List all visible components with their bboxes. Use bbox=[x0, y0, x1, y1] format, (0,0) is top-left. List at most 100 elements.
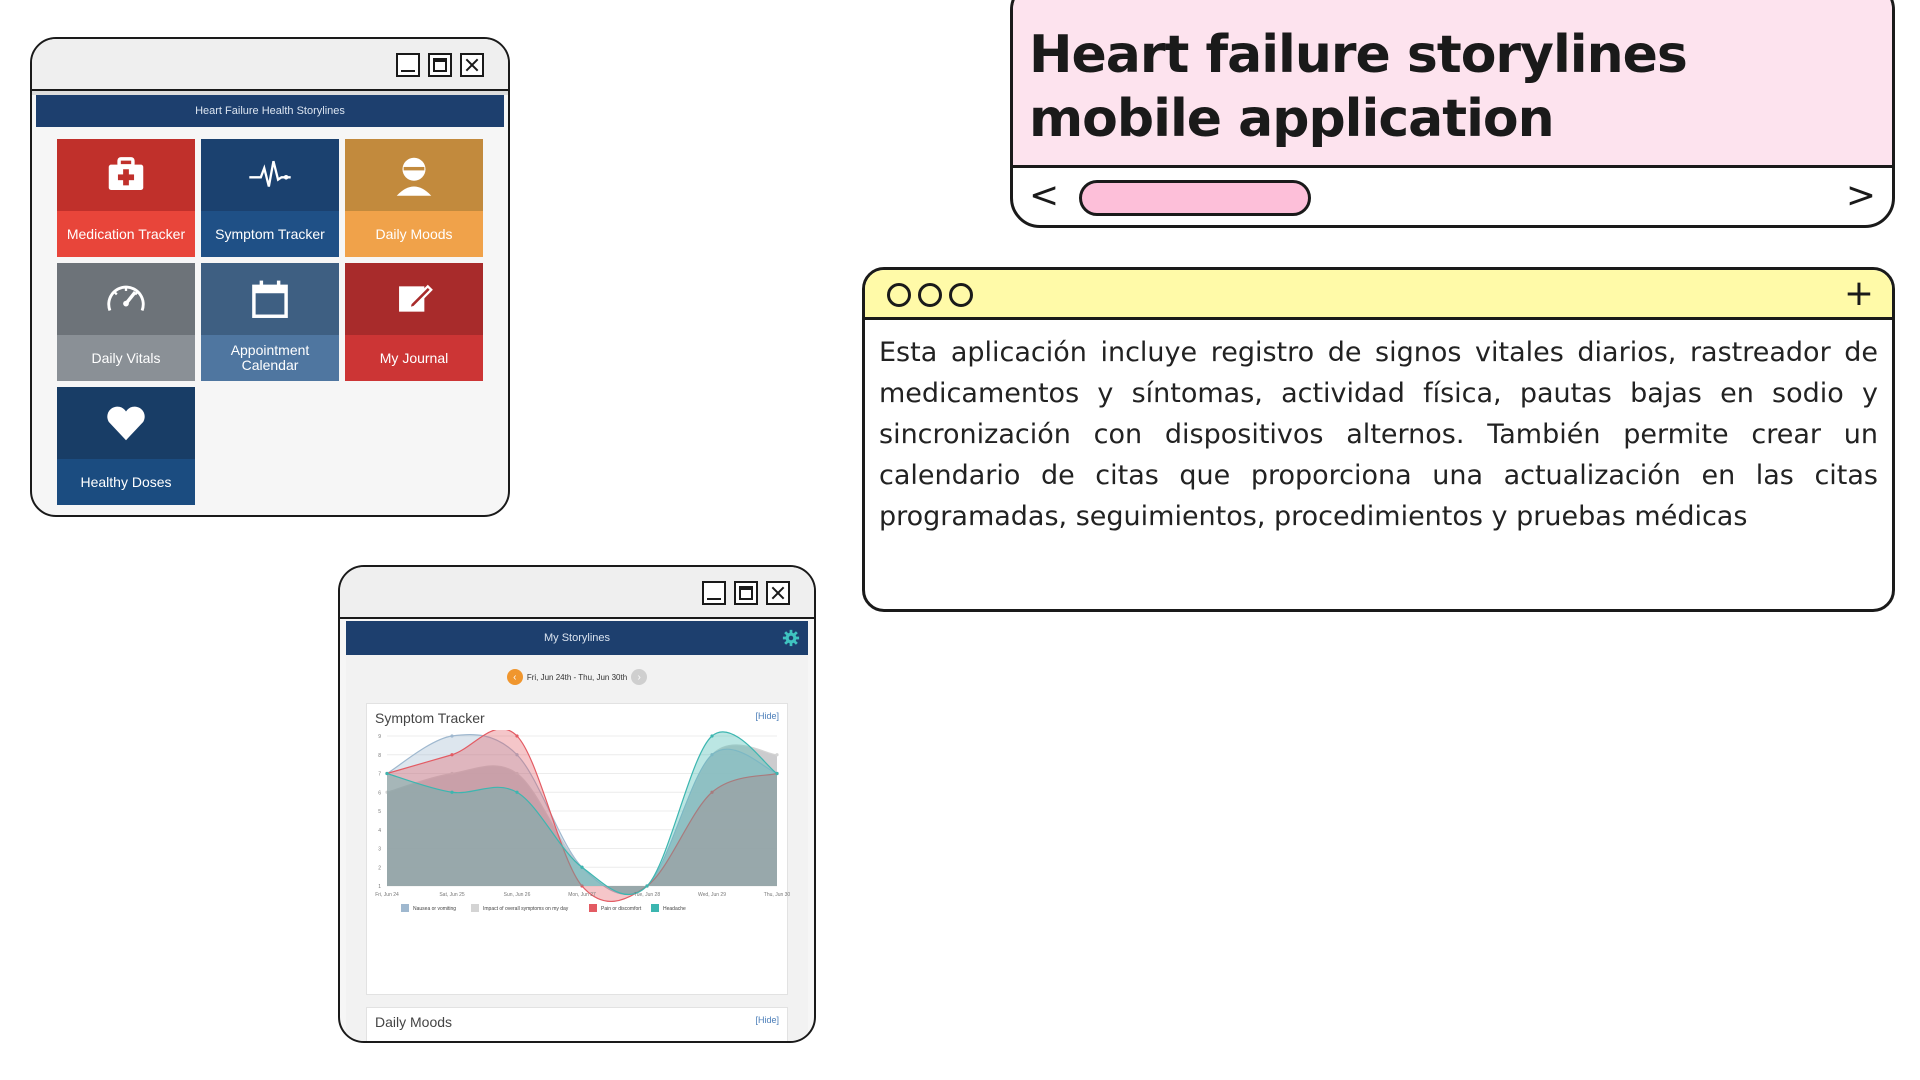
data-point bbox=[710, 790, 714, 794]
data-point bbox=[515, 753, 519, 757]
legend-swatch bbox=[401, 904, 409, 912]
tile-label: Symptom Tracker bbox=[201, 211, 339, 257]
series-area-2 bbox=[387, 730, 777, 902]
tile-my-journal[interactable]: My Journal bbox=[345, 263, 483, 381]
edit-icon bbox=[345, 263, 483, 335]
tile-appointment-calendar[interactable]: Appointment Calendar bbox=[201, 263, 339, 381]
tile-healthy-doses[interactable]: Healthy Doses bbox=[57, 387, 195, 505]
back-arrow-icon[interactable]: < bbox=[1029, 175, 1060, 216]
legend-swatch bbox=[471, 904, 479, 912]
window-titlebar: + bbox=[865, 270, 1892, 320]
storylines-header: My Storylines bbox=[346, 621, 808, 655]
data-point bbox=[450, 734, 454, 738]
close-button[interactable] bbox=[460, 53, 484, 77]
storylines-screen: My Storylines ‹ Fri, Jun 24th - Thu, Jun… bbox=[346, 621, 808, 1041]
y-tick-label: 6 bbox=[378, 790, 381, 796]
data-point bbox=[775, 753, 779, 757]
data-point bbox=[515, 771, 519, 776]
y-tick-label: 7 bbox=[378, 772, 381, 778]
title-area: Heart failure storylines mobile applicat… bbox=[1013, 0, 1892, 168]
storylines-title: My Storylines bbox=[543, 632, 611, 644]
y-tick-label: 5 bbox=[378, 809, 381, 815]
window-titlebar bbox=[32, 39, 508, 91]
person-icon bbox=[345, 139, 483, 211]
gauge-icon bbox=[57, 263, 195, 335]
settings-gear-icon[interactable] bbox=[782, 629, 800, 647]
description-text: Esta aplicación incluye registro de sign… bbox=[879, 337, 1878, 532]
symptom-tracker-card: Symptom Tracker [Hide] 1 2 3 4 5 6 7 8 9 Fri, Jun… bbox=[366, 703, 791, 995]
y-tick-label: 3 bbox=[378, 847, 381, 853]
hide-button[interactable]: [Hide] bbox=[755, 711, 779, 721]
tile-label: Healthy Doses bbox=[57, 459, 195, 505]
hide-button[interactable]: [Hide] bbox=[755, 1015, 779, 1025]
maximize-button[interactable] bbox=[428, 53, 452, 77]
app-grid-window: Heart Failure Health Storylines Medicati… bbox=[30, 37, 510, 517]
data-point bbox=[450, 771, 454, 776]
address-bar[interactable] bbox=[1079, 180, 1311, 216]
window-dot-3[interactable] bbox=[949, 283, 973, 307]
date-range: Fri, Jun 24th - Thu, Jun 30th bbox=[526, 672, 628, 682]
tile-label: Medication Tracker bbox=[57, 211, 195, 257]
x-tick-label: Sun, Jun 26 bbox=[504, 892, 531, 898]
previous-week-button[interactable]: ‹ bbox=[506, 669, 523, 685]
tile-medication-tracker[interactable]: Medication Tracker bbox=[57, 139, 195, 257]
data-point bbox=[515, 734, 519, 738]
window-dot-2[interactable] bbox=[918, 283, 942, 307]
card-title: Symptom Tracker bbox=[375, 710, 485, 726]
heart-icon bbox=[57, 387, 195, 459]
tile-grid: Medication Tracker Symptom Tracker Daily M… bbox=[57, 139, 483, 505]
title-window: Heart failure storylines mobile applicat… bbox=[1010, 0, 1895, 228]
daily-moods-card: Daily Moods [Hide] bbox=[366, 1007, 788, 1041]
data-point bbox=[580, 865, 584, 869]
data-point bbox=[450, 753, 454, 757]
card-title: Daily Moods bbox=[375, 1014, 453, 1030]
x-tick-label: Tue, Jun 28 bbox=[634, 892, 660, 898]
y-tick-label: 1 bbox=[378, 884, 381, 890]
data-point bbox=[710, 734, 714, 738]
app-header: Heart Failure Health Storylines bbox=[36, 95, 504, 127]
minimize-button[interactable] bbox=[396, 53, 420, 77]
legend-label: Headache bbox=[663, 906, 686, 912]
data-point bbox=[710, 753, 714, 757]
tile-daily-moods[interactable]: Daily Moods bbox=[345, 139, 483, 257]
series-area-3 bbox=[387, 731, 777, 895]
y-tick-label: 8 bbox=[378, 753, 381, 759]
series-area-0 bbox=[387, 734, 777, 895]
tile-label: My Journal bbox=[345, 335, 483, 381]
tile-daily-vitals[interactable]: Daily Vitals bbox=[57, 263, 195, 381]
legend-swatch bbox=[651, 904, 659, 912]
legend-label: Nausea or vomiting bbox=[413, 906, 456, 912]
next-week-button[interactable]: › bbox=[631, 669, 648, 685]
tile-label: Appointment Calendar bbox=[201, 335, 339, 381]
x-tick-label: Mon, Jun 27 bbox=[568, 892, 596, 898]
window-titlebar bbox=[340, 567, 814, 619]
data-point bbox=[580, 884, 584, 888]
x-tick-label: Wed, Jun 29 bbox=[698, 892, 726, 898]
calendar-icon bbox=[201, 263, 339, 335]
symptom-chart: 1 2 3 4 5 6 7 8 9 Fri, Jun 24 Sat, Jun 25 Sun, Jun … bbox=[375, 730, 791, 912]
x-tick-label: Sat, Jun 25 bbox=[439, 892, 465, 898]
window-dot-1[interactable] bbox=[887, 283, 911, 307]
tile-label: Daily Moods bbox=[345, 211, 483, 257]
data-point bbox=[385, 771, 389, 776]
minimize-button[interactable] bbox=[702, 581, 726, 605]
date-navigator: ‹ Fri, Jun 24th - Thu, Jun 30th › bbox=[346, 655, 808, 699]
forward-arrow-icon[interactable]: > bbox=[1845, 175, 1876, 216]
close-button[interactable] bbox=[766, 581, 790, 605]
tile-symptom-tracker[interactable]: Symptom Tracker bbox=[201, 139, 339, 257]
legend-swatch bbox=[589, 904, 597, 912]
data-point bbox=[385, 790, 389, 794]
maximize-button[interactable] bbox=[734, 581, 758, 605]
add-icon[interactable]: + bbox=[1843, 273, 1874, 314]
medical-kit-icon bbox=[57, 139, 195, 211]
x-tick-label: Thu, Jun 30 bbox=[764, 892, 791, 898]
y-tick-label: 9 bbox=[378, 734, 381, 740]
data-point bbox=[645, 884, 649, 888]
legend-label: Pain or discomfort bbox=[601, 906, 642, 912]
series-area-1 bbox=[387, 745, 777, 894]
y-tick-label: 2 bbox=[378, 865, 381, 871]
heartbeat-icon bbox=[201, 139, 339, 211]
browser-nav-row: < > bbox=[1013, 168, 1892, 225]
y-tick-label: 4 bbox=[378, 828, 381, 834]
description-window: + Esta aplicación incluye registro de si… bbox=[862, 267, 1895, 612]
